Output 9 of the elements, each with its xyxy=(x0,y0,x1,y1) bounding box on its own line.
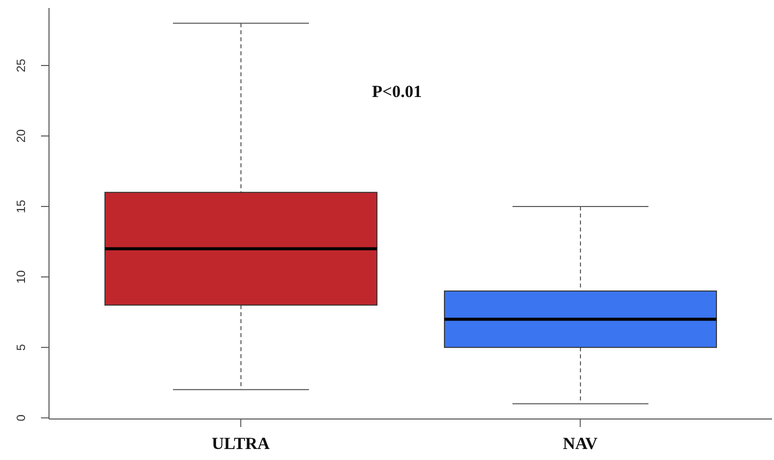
y-tick-label: 20 xyxy=(14,128,28,143)
y-tick-label: 15 xyxy=(14,199,28,214)
annotation: P<0.01 xyxy=(372,82,422,102)
y-tick-label: 25 xyxy=(14,58,28,72)
y-tick-label: 5 xyxy=(14,344,28,351)
y-tick-label: 0 xyxy=(14,414,28,422)
x-tick-label: NAV xyxy=(562,434,598,454)
x-tick-label: ULTRA xyxy=(212,434,270,454)
y-tick-label: 10 xyxy=(14,270,28,284)
